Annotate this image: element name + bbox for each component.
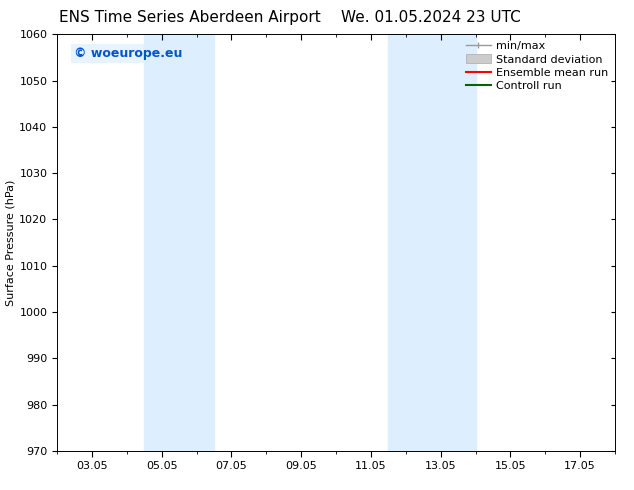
Text: We. 01.05.2024 23 UTC: We. 01.05.2024 23 UTC bbox=[341, 10, 521, 25]
Text: ENS Time Series Aberdeen Airport: ENS Time Series Aberdeen Airport bbox=[60, 10, 321, 25]
Y-axis label: Surface Pressure (hPa): Surface Pressure (hPa) bbox=[5, 179, 15, 306]
Bar bbox=[145, 34, 214, 451]
Legend: min/max, Standard deviation, Ensemble mean run, Controll run: min/max, Standard deviation, Ensemble me… bbox=[462, 37, 612, 96]
Bar bbox=[388, 34, 476, 451]
Text: © woeurope.eu: © woeurope.eu bbox=[74, 47, 182, 60]
